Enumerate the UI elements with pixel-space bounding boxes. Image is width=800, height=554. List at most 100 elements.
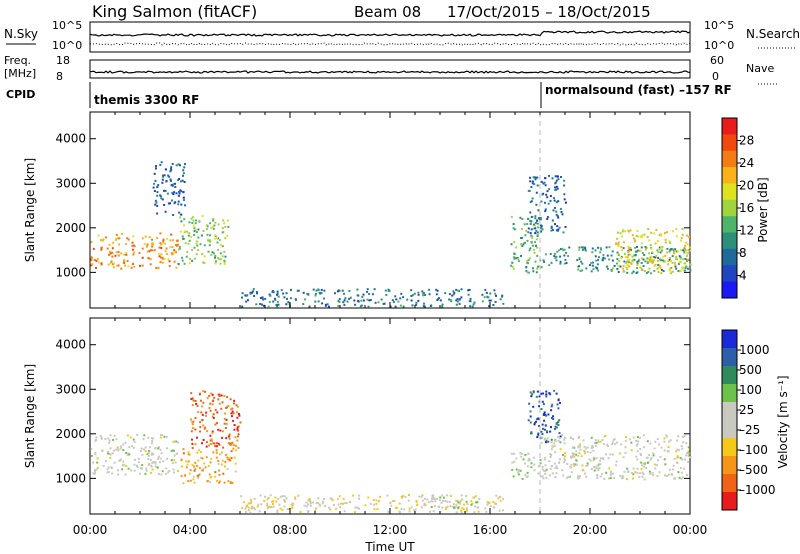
velocity-cell bbox=[122, 463, 125, 466]
power-cell bbox=[132, 253, 135, 256]
power-cell bbox=[183, 224, 185, 227]
velocity-cell bbox=[526, 471, 529, 474]
power-cell bbox=[626, 271, 629, 274]
power-cell bbox=[186, 251, 189, 253]
velocity-cell bbox=[151, 468, 154, 471]
velocity-cell bbox=[545, 390, 548, 393]
velocity-cell bbox=[191, 397, 194, 400]
power-cell bbox=[688, 236, 690, 238]
velocity-cell bbox=[319, 504, 322, 507]
power-cell bbox=[643, 233, 646, 236]
velocity-cell bbox=[231, 481, 234, 484]
velocity-cell bbox=[156, 466, 159, 469]
velocity-cell bbox=[161, 434, 164, 436]
power-cell bbox=[489, 299, 492, 302]
velocity-cell bbox=[573, 455, 576, 458]
velocity-cell bbox=[646, 462, 649, 464]
power-cell bbox=[629, 262, 632, 265]
x-tick-label: 00:00 bbox=[73, 523, 108, 537]
power-cell bbox=[210, 253, 213, 256]
velocity-cell bbox=[152, 437, 155, 440]
velocity-cell bbox=[165, 435, 168, 438]
power-cell bbox=[626, 259, 629, 262]
velocity-cell bbox=[403, 508, 406, 511]
velocity-cell bbox=[323, 498, 326, 500]
power-cell bbox=[555, 259, 558, 262]
velocity-cell bbox=[675, 450, 678, 453]
power-cell bbox=[472, 303, 475, 306]
power-cell bbox=[660, 246, 663, 249]
power-colorbar-tick-label: 28 bbox=[739, 134, 754, 148]
velocity-cell bbox=[636, 472, 639, 475]
power-cell bbox=[452, 293, 455, 296]
power-cell bbox=[155, 165, 157, 168]
velocity-cell bbox=[612, 439, 615, 442]
power-cell bbox=[264, 297, 267, 300]
power-cell bbox=[540, 181, 543, 183]
velocity-cell bbox=[562, 461, 565, 464]
velocity-cell bbox=[152, 461, 155, 464]
velocity-cell bbox=[511, 461, 514, 464]
power-cell bbox=[276, 305, 279, 308]
power-cell bbox=[512, 223, 515, 226]
power-cell bbox=[90, 257, 93, 260]
power-cell bbox=[602, 254, 605, 256]
velocity-cell bbox=[563, 442, 566, 445]
power-cell bbox=[647, 252, 650, 255]
velocity-cell bbox=[570, 456, 573, 459]
velocity-cell bbox=[538, 405, 541, 408]
power-cell bbox=[448, 293, 451, 296]
velocity-cell bbox=[215, 449, 218, 452]
power-cell bbox=[101, 239, 104, 242]
velocity-cell bbox=[159, 448, 162, 451]
power-cell bbox=[510, 243, 513, 246]
velocity-cell bbox=[159, 436, 162, 439]
velocity-cell bbox=[581, 464, 584, 467]
velocity-cell bbox=[596, 467, 599, 470]
power-cell bbox=[164, 210, 167, 213]
power-cell bbox=[170, 184, 173, 187]
freq-line bbox=[89, 70, 691, 74]
velocity-cell bbox=[233, 399, 236, 402]
velocity-cell bbox=[266, 498, 269, 501]
power-cell bbox=[149, 258, 152, 261]
velocity-cell bbox=[151, 452, 154, 455]
velocity-cell bbox=[216, 411, 219, 414]
power-cell bbox=[646, 261, 649, 264]
power-cell bbox=[178, 192, 181, 195]
power-cell bbox=[216, 241, 219, 244]
power-cell bbox=[591, 264, 594, 267]
power-cell bbox=[141, 237, 144, 240]
power-cell bbox=[109, 262, 112, 265]
velocity-cell bbox=[100, 437, 103, 440]
velocity-cell bbox=[389, 501, 392, 504]
velocity-cell bbox=[441, 500, 444, 502]
power-cell bbox=[174, 182, 176, 185]
velocity-cell bbox=[193, 469, 196, 472]
velocity-cell bbox=[640, 454, 642, 456]
velocity-cell bbox=[211, 393, 214, 396]
velocity-cell bbox=[318, 503, 321, 506]
power-cell bbox=[362, 299, 365, 302]
velocity-cell bbox=[573, 452, 576, 455]
velocity-cell bbox=[211, 430, 214, 433]
velocity-cell bbox=[202, 468, 205, 471]
power-cell bbox=[675, 255, 678, 258]
velocity-cell bbox=[210, 438, 213, 441]
power-cell bbox=[578, 265, 581, 268]
velocity-cell bbox=[191, 438, 193, 441]
velocity-cell bbox=[415, 499, 418, 502]
power-cell bbox=[261, 303, 263, 306]
velocity-cell bbox=[671, 473, 674, 476]
power-cell bbox=[221, 245, 224, 248]
velocity-cell bbox=[599, 457, 602, 460]
velocity-cell bbox=[441, 506, 444, 509]
velocity-cell bbox=[136, 466, 139, 469]
velocity-cell bbox=[188, 472, 191, 475]
power-cell bbox=[604, 257, 606, 260]
velocity-cell bbox=[636, 467, 639, 470]
power-cell bbox=[617, 245, 620, 247]
velocity-cell bbox=[548, 392, 551, 395]
power-cell bbox=[212, 218, 215, 220]
velocity-cell bbox=[149, 446, 152, 449]
